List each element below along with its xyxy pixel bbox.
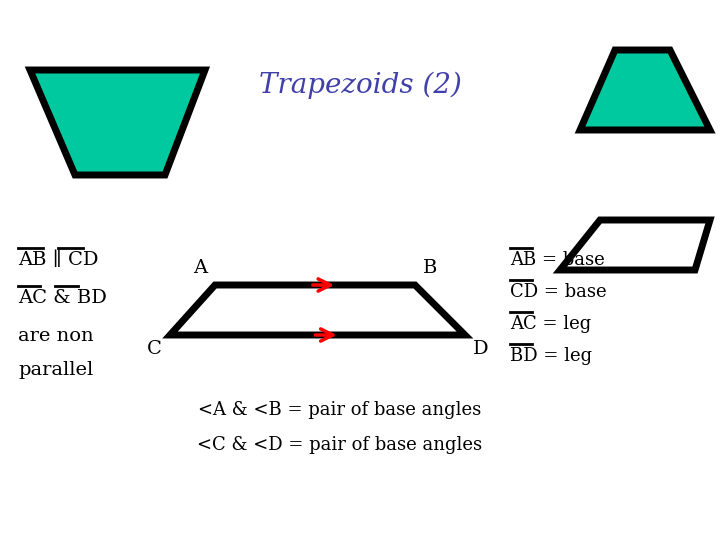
Text: D: D	[473, 340, 489, 358]
Text: <C & <D = pair of base angles: <C & <D = pair of base angles	[197, 436, 482, 454]
Text: Trapezoids (2): Trapezoids (2)	[258, 71, 462, 99]
Text: BD = leg: BD = leg	[510, 347, 592, 365]
Text: <A & <B = pair of base angles: <A & <B = pair of base angles	[199, 401, 482, 419]
Text: A: A	[193, 259, 207, 277]
Text: AC = leg: AC = leg	[510, 315, 591, 333]
Text: parallel: parallel	[18, 361, 94, 379]
Polygon shape	[580, 50, 710, 130]
Text: C: C	[147, 340, 162, 358]
Text: AB = base: AB = base	[510, 251, 605, 269]
Polygon shape	[30, 70, 205, 175]
Text: AB ∥ CD: AB ∥ CD	[18, 251, 99, 269]
Text: are non: are non	[18, 327, 94, 345]
Text: B: B	[423, 259, 437, 277]
Text: CD = base: CD = base	[510, 283, 607, 301]
Text: AC & BD: AC & BD	[18, 289, 107, 307]
Polygon shape	[170, 285, 465, 335]
Polygon shape	[560, 220, 710, 270]
